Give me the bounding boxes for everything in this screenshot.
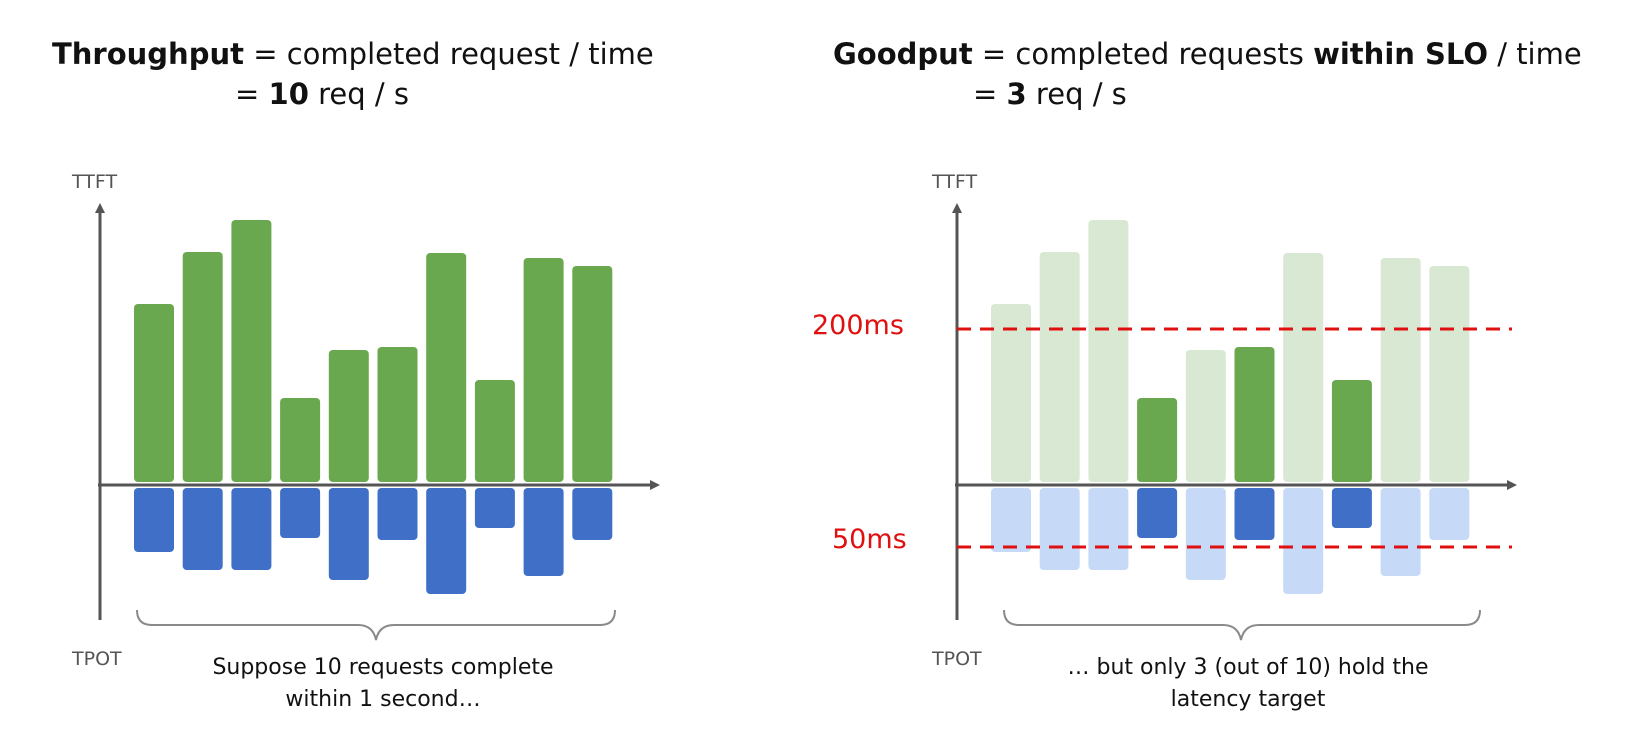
left-ttft-bar-6 <box>377 347 418 482</box>
right-tpot-bar-6 <box>1234 488 1275 540</box>
right-ttft-bar-2 <box>1039 252 1080 482</box>
throughput-value: 10 <box>268 77 309 111</box>
goodput-chart <box>952 203 1517 620</box>
left-tpot-bar-1 <box>134 488 174 552</box>
left-ttft-bar-1 <box>134 304 174 482</box>
right-tpot-bar-1 <box>991 488 1031 552</box>
left-ttft-bar-4 <box>280 398 321 482</box>
goodput-definition-end: / time <box>1487 37 1582 71</box>
left-tpot-bar-5 <box>328 488 369 580</box>
goodput-eq-prefix: = <box>973 77 1007 111</box>
right-tpot-bar-10 <box>1429 488 1470 540</box>
right-ttft-bar-7 <box>1283 253 1324 482</box>
goodput-definition: = completed requests <box>972 37 1314 71</box>
slo-ttft-label: 200ms <box>812 310 904 341</box>
throughput-unit: req / s <box>308 77 409 111</box>
right-ttft-bar-10 <box>1429 266 1470 482</box>
right-tpot-bar-4 <box>1137 488 1178 538</box>
right-tpot-bar-3 <box>1088 488 1129 570</box>
right-ttft-bar-8 <box>1331 380 1372 482</box>
left-ttft-bar-5 <box>328 350 369 482</box>
goodput-term: Goodput <box>833 37 973 71</box>
throughput-title: Throughput = completed request / time = … <box>52 34 654 114</box>
left-tpot-bar-6 <box>377 488 418 540</box>
left-tpot-bar-7 <box>426 488 467 594</box>
left-brace <box>136 609 616 641</box>
right-ttft-bar-5 <box>1185 350 1226 482</box>
right-caption-line1: … but only 3 (out of 10) hold the <box>1068 655 1429 680</box>
right-tpot-bar-5 <box>1185 488 1226 580</box>
right-tpot-bar-9 <box>1380 488 1421 576</box>
goodput-value: 3 <box>1006 77 1027 111</box>
left-ttft-label: TTFT <box>71 171 117 193</box>
left-tpot-bar-3 <box>231 488 272 570</box>
right-caption-line2: latency target <box>1171 687 1326 712</box>
right-tpot-bar-7 <box>1283 488 1324 594</box>
left-caption-line2: within 1 second… <box>285 687 480 712</box>
left-ttft-bar-9 <box>523 258 564 482</box>
goodput-within-slo: within SLO <box>1313 37 1488 71</box>
throughput-eq-prefix: = <box>235 77 269 111</box>
right-tpot-bar-2 <box>1039 488 1080 570</box>
left-ttft-bar-7 <box>426 253 467 482</box>
slo-tpot-label: 50ms <box>832 524 907 555</box>
right-tpot-label: TPOT <box>931 648 982 670</box>
right-tpot-bar-8 <box>1331 488 1372 528</box>
left-ttft-bar-3 <box>231 220 272 482</box>
left-tpot-bar-4 <box>280 488 321 538</box>
right-ttft-bar-9 <box>1380 258 1421 482</box>
goodput-title: Goodput = completed requests within SLO … <box>833 34 1582 114</box>
left-tpot-bar-8 <box>474 488 515 528</box>
right-ttft-bar-4 <box>1137 398 1178 482</box>
throughput-term: Throughput <box>52 37 244 71</box>
left-caption-line1: Suppose 10 requests complete <box>212 655 553 680</box>
goodput-unit: req / s <box>1026 77 1127 111</box>
right-ttft-bar-3 <box>1088 220 1129 482</box>
right-ttft-bar-6 <box>1234 347 1275 482</box>
left-tpot-bar-2 <box>182 488 223 570</box>
throughput-definition: = completed request / time <box>243 37 654 71</box>
throughput-chart <box>95 203 660 620</box>
right-ttft-label: TTFT <box>931 171 977 193</box>
right-brace <box>1003 609 1481 641</box>
left-tpot-label: TPOT <box>71 648 122 670</box>
left-ttft-bar-2 <box>182 252 223 482</box>
right-ttft-bar-1 <box>991 304 1031 482</box>
left-ttft-bar-10 <box>572 266 613 482</box>
left-tpot-bar-10 <box>572 488 613 540</box>
left-tpot-bar-9 <box>523 488 564 576</box>
left-ttft-bar-8 <box>474 380 515 482</box>
